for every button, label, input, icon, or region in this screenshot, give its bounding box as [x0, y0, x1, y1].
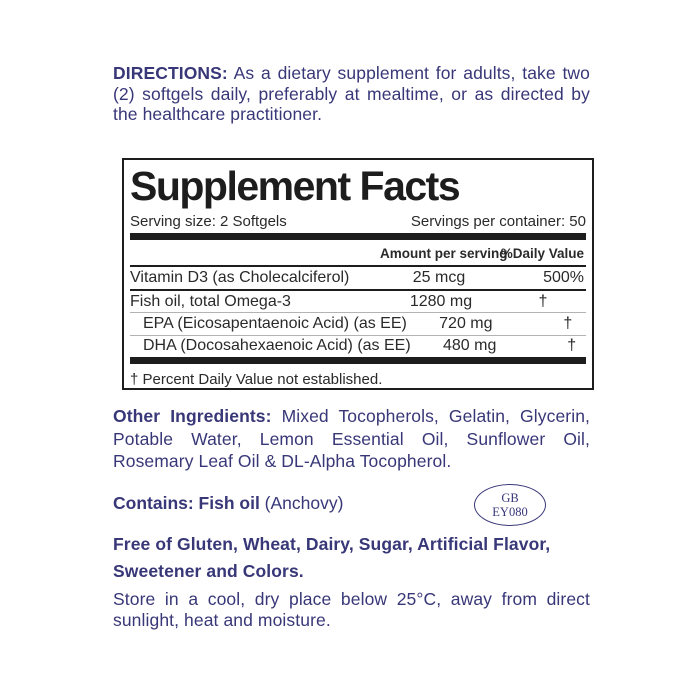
ingredient-daily-value: †: [567, 337, 577, 355]
directions-paragraph: DIRECTIONS: As a dietary supplement for …: [113, 63, 590, 125]
divider-row: [130, 289, 586, 292]
other-ingredients-line-2: Potable Water, Lemon Essential Oil, Sunf…: [113, 428, 590, 449]
directions-line-3: the healthcare practitioner.: [113, 104, 323, 124]
divider-header: [130, 264, 586, 267]
free-of-paragraph: Free of Gluten, Wheat, Dairy, Sugar, Art…: [113, 531, 590, 585]
free-of-line-2: Sweetener and Colors.: [113, 561, 304, 581]
ingredient-name: DHA (Docosahexaenoic Acid) (as EE): [143, 337, 411, 355]
ingredient-amount: 720 mg: [439, 315, 493, 332]
serving-row: Serving size: 2 Softgels Servings per co…: [130, 210, 586, 233]
directions-label: DIRECTIONS:: [113, 63, 228, 83]
serving-size: Serving size: 2 Softgels: [130, 213, 287, 231]
ingredient-name: EPA (Eicosapentaenoic Acid) (as EE): [143, 315, 407, 332]
directions-line-1-text: As a dietary supplement for adults, take…: [227, 63, 590, 83]
table-row: DHA (Docosahexaenoic Acid) (as EE) 480 m…: [130, 336, 586, 357]
stamp-line-2: EY080: [492, 505, 528, 519]
contains-label: Contains: Fish oil: [113, 493, 260, 513]
other-ingredients-line-1-text: Mixed Tocopherols, Gelatin, Glycerin,: [271, 406, 590, 426]
ingredient-amount: 25 mcg: [412, 268, 466, 286]
ingredient-daily-value: †: [538, 292, 548, 310]
directions-line-2: (2) softgels daily, preferably at mealti…: [113, 83, 590, 104]
supplement-facts-title: Supplement Facts: [130, 163, 461, 209]
ingredient-amount: 1280 mg: [409, 292, 473, 310]
ingredient-amount: 480 mg: [442, 337, 497, 355]
storage-paragraph: Store in a cool, dry place below 25°C, a…: [113, 589, 590, 630]
column-header-daily-value: %Daily Value: [500, 245, 584, 261]
storage-line-1: Store in a cool, dry place below 25°C, a…: [113, 589, 590, 609]
other-ingredients-paragraph: Other Ingredients: Mixed Tocopherols, Ge…: [113, 405, 590, 473]
directions-line-1: DIRECTIONS: As a dietary supplement for …: [113, 63, 590, 84]
stamp-line-1: GB: [501, 491, 519, 505]
table-row: Vitamin D3 (as Cholecalciferol) 25 mcg 5…: [130, 267, 586, 289]
servings-per-container: Servings per container: 50: [410, 213, 586, 231]
divider-thick-top: [130, 233, 586, 241]
daily-value-footnote: † Percent Daily Value not established.: [130, 371, 383, 388]
divider-row: [130, 312, 586, 314]
other-ingredients-line-1: Other Ingredients: Mixed Tocopherols, Ge…: [113, 405, 590, 428]
free-of-line-1: Free of Gluten, Wheat, Dairy, Sugar, Art…: [113, 534, 551, 554]
storage-line-2: sunlight, heat and moisture.: [113, 609, 331, 630]
divider-thick-bottom: [130, 357, 586, 364]
column-header-amount: Amount per serving: [380, 245, 508, 261]
ingredient-name: Vitamin D3 (as Cholecalciferol): [130, 268, 350, 286]
other-ingredients-label: Other Ingredients:: [113, 406, 272, 426]
contains-source: (Anchovy): [259, 493, 344, 513]
ingredient-daily-value: †: [563, 315, 573, 332]
divider-row: [130, 334, 586, 336]
table-header-row: Amount per serving %Daily Value: [130, 240, 586, 264]
supplement-facts-panel: Supplement Facts Serving size: 2 Softgel…: [122, 158, 594, 390]
other-ingredients-line-3: Rosemary Leaf Oil & DL-Alpha Tocopherol.: [113, 451, 452, 471]
ingredient-name: Fish oil, total Omega-3: [130, 292, 291, 310]
table-row: EPA (Eicosapentaenoic Acid) (as EE) 720 …: [130, 313, 586, 334]
table-row: Fish oil, total Omega-3 1280 mg †: [130, 291, 586, 312]
contains-line: Contains: Fish oil (Anchovy): [113, 493, 343, 514]
ingredient-daily-value: 500%: [543, 268, 584, 286]
approval-stamp: GB EY080: [474, 484, 546, 526]
